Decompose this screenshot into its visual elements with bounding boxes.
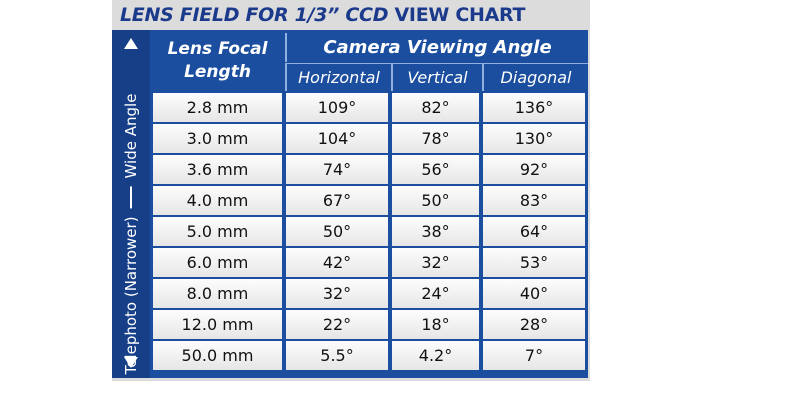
angle-cell: 22°	[286, 310, 388, 339]
angle-cell: 136°	[483, 93, 585, 122]
angle-cell: 40°	[483, 279, 585, 308]
side-dash	[130, 186, 132, 209]
title-end: VIEW CHART	[394, 4, 526, 26]
lens-cell: 12.0 mm	[153, 310, 282, 339]
title: LENS FIELD FOR 1/3” CCD VIEW CHART	[120, 4, 525, 26]
angle-cell: 32°	[392, 248, 479, 277]
angle-cell: 24°	[392, 279, 479, 308]
side-bar: Telephoto (Narrower) Wide Angle	[112, 30, 150, 378]
angle-cell: 92°	[483, 155, 585, 184]
chart-panel: LENS FIELD FOR 1/3” CCD VIEW CHART Telep…	[112, 0, 590, 381]
lens-cell: 4.0 mm	[153, 186, 282, 215]
angle-cell: 67°	[286, 186, 388, 215]
side-bottom: Telephoto (Narrower)	[122, 216, 140, 375]
down-arrow	[124, 357, 138, 368]
angle-cell: 18°	[392, 310, 479, 339]
angle-cell: 42°	[286, 248, 388, 277]
lens-cell: 6.0 mm	[153, 248, 282, 277]
lens-cell: 50.0 mm	[153, 341, 282, 370]
angle-cell: 82°	[392, 93, 479, 122]
angle-cell: 50°	[286, 217, 388, 246]
sub-header: Diagonal	[482, 63, 588, 91]
sub-header: Horizontal	[285, 63, 391, 91]
angle-cell: 5.5°	[286, 341, 388, 370]
angle-cell: 104°	[286, 124, 388, 153]
angle-cell: 83°	[483, 186, 585, 215]
lens-cell: 3.0 mm	[153, 124, 282, 153]
angle-cell: 4.2°	[392, 341, 479, 370]
lens-cell: 5.0 mm	[153, 217, 282, 246]
up-arrow	[124, 38, 138, 49]
angle-cell: 38°	[392, 217, 479, 246]
angle-cell: 130°	[483, 124, 585, 153]
lens-header: Lens Focal Length	[167, 39, 268, 82]
angle-cell: 50°	[392, 186, 479, 215]
lens-cell: 3.6 mm	[153, 155, 282, 184]
angle-cell: 7°	[483, 341, 585, 370]
angle-cell: 32°	[286, 279, 388, 308]
side-top: Wide Angle	[122, 93, 140, 179]
angle-header: Camera Viewing Angle	[285, 33, 588, 62]
sub-header: Vertical	[391, 63, 482, 91]
side-label: Telephoto (Narrower) Wide Angle	[122, 94, 140, 375]
angle-cell: 53°	[483, 248, 585, 277]
lens-cell: 8.0 mm	[153, 279, 282, 308]
angle-cell: 28°	[483, 310, 585, 339]
angle-cell: 64°	[483, 217, 585, 246]
angle-cell: 78°	[392, 124, 479, 153]
angle-cell: 56°	[392, 155, 479, 184]
title-main: LENS FIELD FOR 1/3” CCD	[120, 4, 389, 26]
angle-cell: 109°	[286, 93, 388, 122]
angle-cell: 74°	[286, 155, 388, 184]
lens-cell: 2.8 mm	[153, 93, 282, 122]
